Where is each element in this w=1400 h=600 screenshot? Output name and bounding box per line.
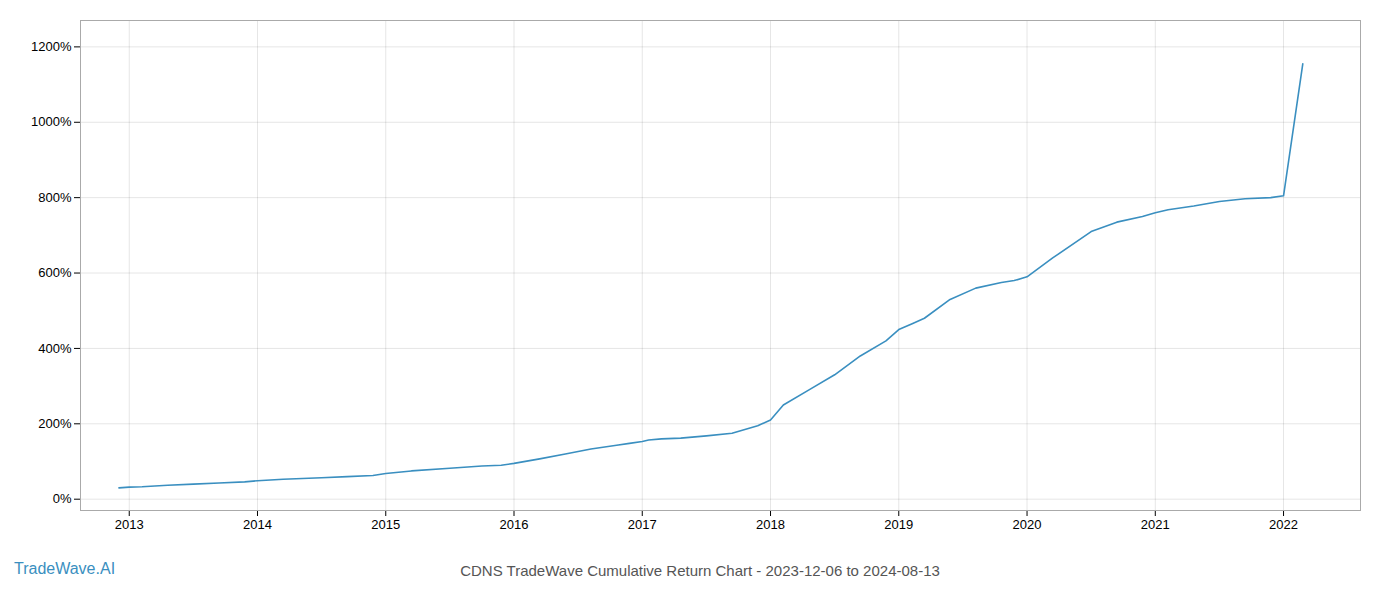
html-text:TradeWave.AI: TradeWave.AI xyxy=(14,560,116,577)
svg-text:2020: 2020 xyxy=(1013,517,1042,532)
svg-text:1000%: 1000% xyxy=(31,114,72,129)
html-text:CDNS TradeWave Cumulative Retu: CDNS TradeWave Cumulative Return Chart -… xyxy=(460,562,940,579)
svg-text:0%: 0% xyxy=(53,491,72,506)
svg-text:2021: 2021 xyxy=(1141,517,1170,532)
svg-text:2015: 2015 xyxy=(371,517,400,532)
svg-text:200%: 200% xyxy=(38,416,72,431)
svg-text:600%: 600% xyxy=(38,265,72,280)
svg-text:2018: 2018 xyxy=(756,517,785,532)
svg-text:2017: 2017 xyxy=(628,517,657,532)
svg-text:2019: 2019 xyxy=(884,517,913,532)
svg-text:2013: 2013 xyxy=(115,517,144,532)
svg-text:2014: 2014 xyxy=(243,517,272,532)
svg-text:2022: 2022 xyxy=(1269,517,1298,532)
svg-text:2016: 2016 xyxy=(500,517,529,532)
svg-text:400%: 400% xyxy=(38,341,72,356)
svg-text:1200%: 1200% xyxy=(31,39,72,54)
svg-text:800%: 800% xyxy=(38,190,72,205)
